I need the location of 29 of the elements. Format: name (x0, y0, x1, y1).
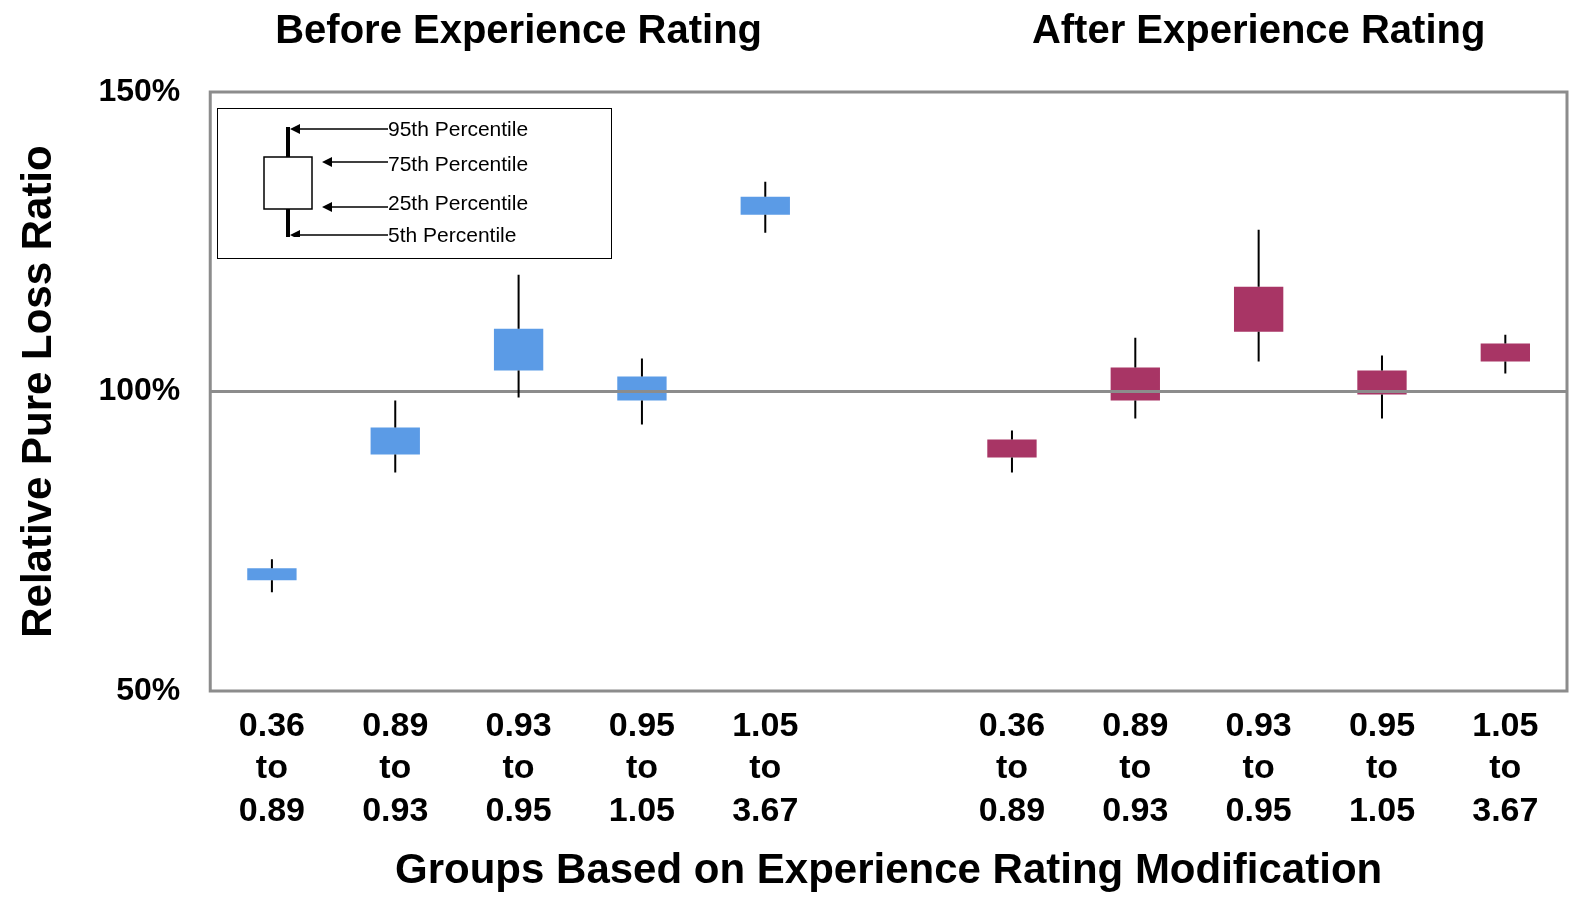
candlestick (740, 180, 790, 234)
x-tick-label: 0.89 to 0.93 (362, 704, 429, 828)
candlestick (247, 558, 297, 594)
candlestick (493, 273, 544, 399)
annotation: 95th Percentile (388, 117, 529, 140)
y-tick-label: 150% (98, 71, 181, 108)
x-tick-label: 0.93 to 0.95 (1225, 704, 1292, 828)
x-tick-label: 0.36 to 0.89 (978, 704, 1046, 828)
text: After Experience Rating (1031, 7, 1486, 52)
candlestick (1480, 333, 1530, 375)
candlestick (370, 399, 420, 474)
x-tick-label: 0.95 to 1.05 (1348, 704, 1416, 828)
x-axis-title: Groups Based on Experience Rating Modification (395, 845, 1383, 893)
annotation: 5th Percentile (388, 223, 517, 246)
y-tick-label: 100% (98, 371, 181, 408)
y-tick-label: 50% (116, 670, 181, 707)
x-tick-label: 1.05 to 3.67 (1472, 704, 1539, 828)
x-tick-label: 1.05 to 3.67 (732, 704, 799, 828)
x-tick-label: 0.89 to 0.93 (1102, 704, 1169, 828)
candlestick (1110, 336, 1160, 420)
y-axis-title: Relative Pure Loss Ratio (12, 145, 60, 638)
x-tick-label: 0.93 to 0.95 (485, 704, 552, 828)
text: Before Experience Rating (275, 7, 763, 52)
x-tick-label: 0.95 to 1.05 (608, 704, 676, 828)
annotation: 75th Percentile (388, 152, 529, 175)
x-tick-label: 0.36 to 0.89 (238, 704, 306, 828)
annotation: 25th Percentile (388, 191, 529, 214)
candlestick (1233, 228, 1284, 363)
candlestick (987, 429, 1037, 474)
